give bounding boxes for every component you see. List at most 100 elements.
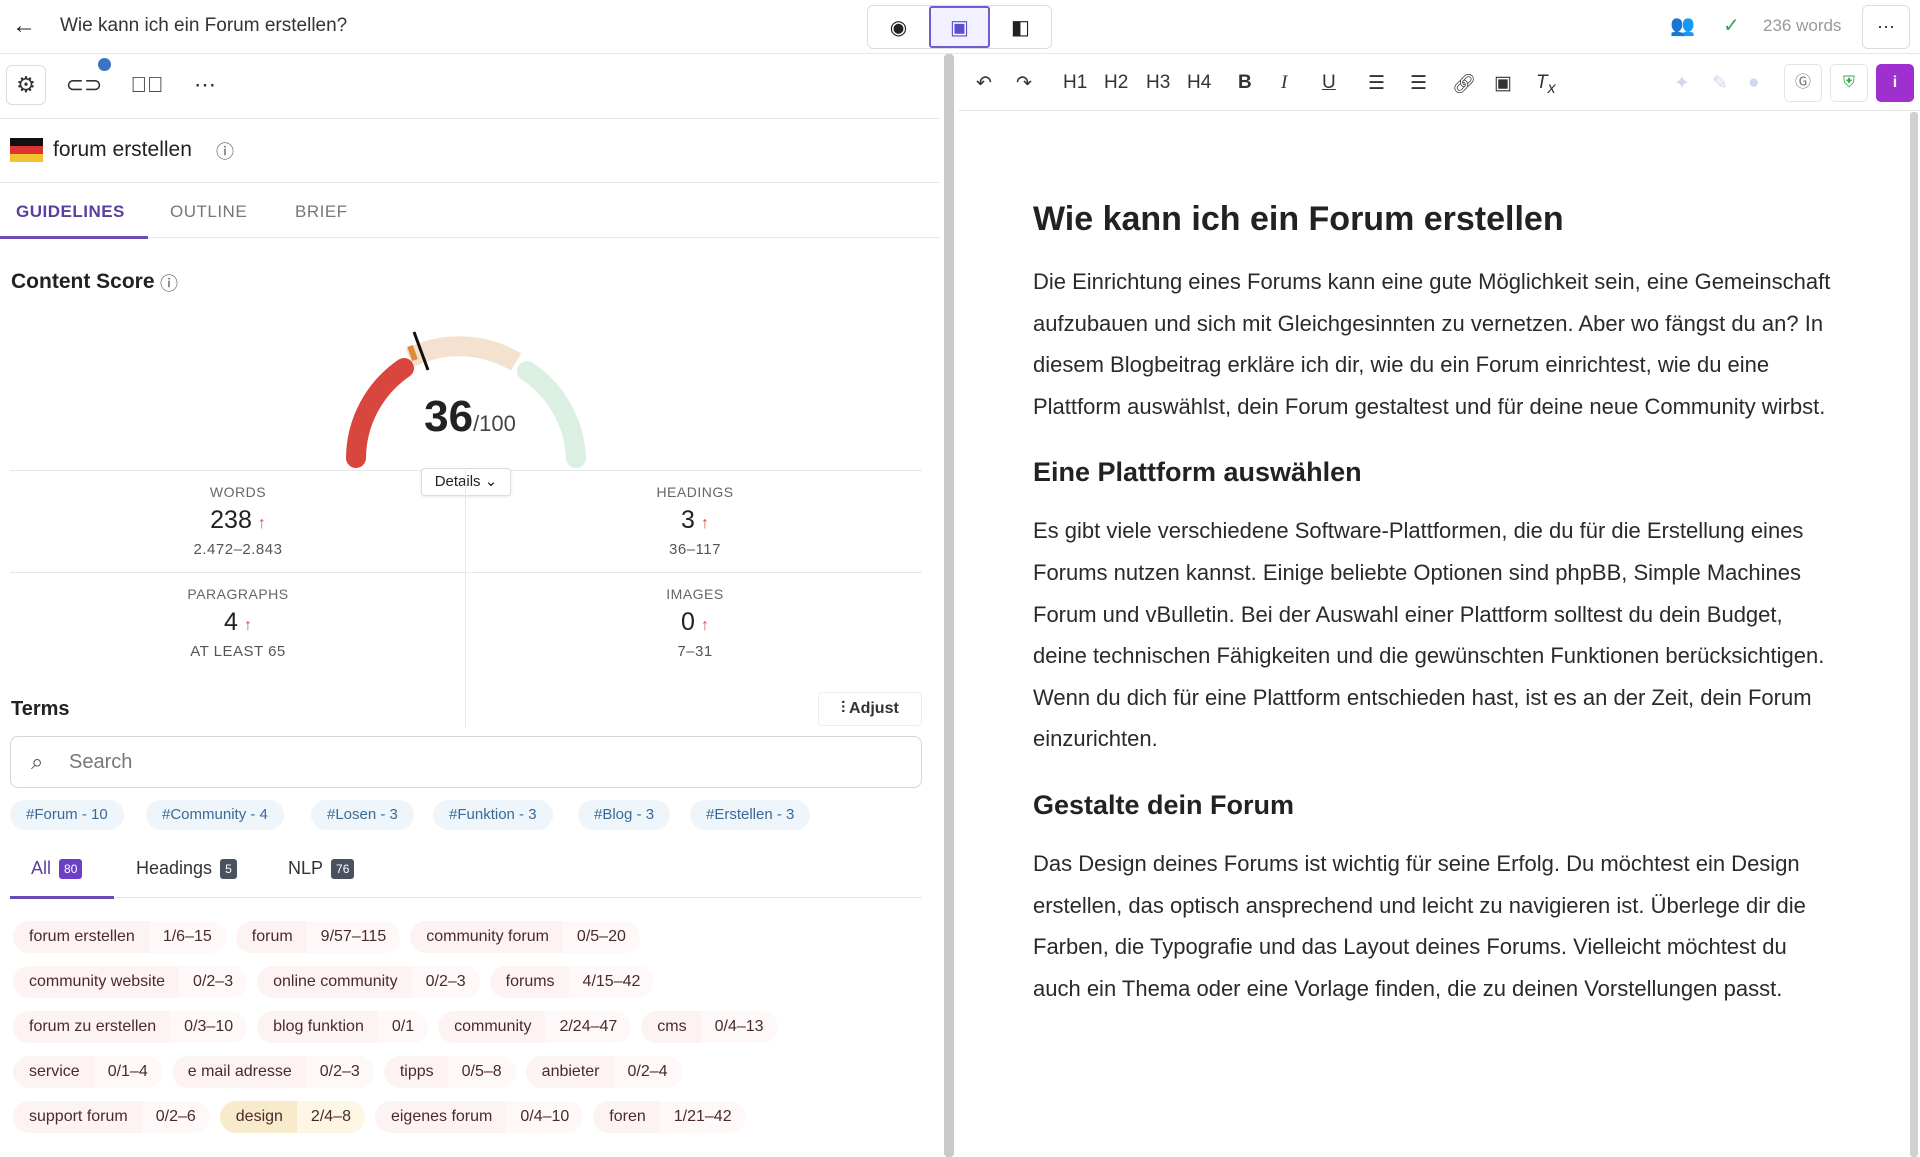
- stat-label: WORDS: [209, 484, 267, 500]
- term-chip[interactable]: online community 0/2–3: [257, 966, 480, 998]
- details-dropdown[interactable]: Details ⌄: [421, 468, 511, 496]
- term-label: blog funktion: [273, 1018, 364, 1035]
- clear-format-icon[interactable]: Tx: [1536, 72, 1556, 97]
- pen-icon[interactable]: ✎: [1712, 73, 1728, 94]
- term-chip[interactable]: tipps 0/5–8: [383, 1056, 516, 1088]
- link-icon[interactable]: 🔗︎: [1452, 74, 1477, 95]
- check-circle-icon[interactable]: ✓⃝: [130, 72, 164, 97]
- grammarly-icon[interactable]: Ⓖ: [1784, 64, 1822, 102]
- tab-outline[interactable]: OUTLINE: [170, 202, 248, 221]
- italic-icon[interactable]: I: [1281, 72, 1288, 93]
- document-content[interactable]: Wie kann ich ein Forum erstellen Die Ein…: [1033, 200, 1833, 1009]
- hashtag-chip[interactable]: #Forum - 10: [10, 800, 124, 830]
- shield-check-icon[interactable]: ⛨: [1830, 64, 1868, 102]
- stat-range: AT LEAST 65: [190, 643, 286, 660]
- term-chip[interactable]: blog funktion 0/1: [257, 1011, 429, 1043]
- adjust-button[interactable]: ⫶ Adjust: [818, 692, 922, 726]
- term-chip[interactable]: cms 0/4–13: [641, 1011, 778, 1043]
- heading-1-button[interactable]: H1: [1063, 72, 1088, 93]
- guidelines-view-icon[interactable]: ▣: [929, 6, 990, 48]
- undo-icon[interactable]: ↶: [976, 73, 992, 94]
- emoji-icon[interactable]: ●: [1748, 72, 1760, 93]
- term-chip[interactable]: eigenes forum 0/4–10: [374, 1101, 584, 1133]
- ordered-list-icon[interactable]: ☰: [1368, 73, 1386, 94]
- term-label: online community: [273, 973, 398, 990]
- hashtag-chip[interactable]: #Funktion - 3: [433, 800, 553, 830]
- underline-icon[interactable]: U: [1322, 72, 1336, 93]
- term-chip-row: community website 0/2–3 online community 0/…: [13, 966, 933, 998]
- tab-guidelines[interactable]: GUIDELINES: [16, 202, 125, 221]
- link-icon[interactable]: ⊂⊃: [65, 72, 103, 97]
- content-score-gauge: [346, 331, 586, 468]
- term-chip[interactable]: forums 4/15–42: [489, 966, 655, 998]
- term-count: 1/6–15: [148, 921, 226, 953]
- subtab-headings[interactable]: Headings 5: [136, 858, 237, 879]
- count-badge: 76: [331, 858, 355, 879]
- term-label: e mail adresse: [187, 1063, 292, 1080]
- german-flag-icon: [10, 138, 43, 162]
- bullet-list-icon[interactable]: ☰: [1410, 73, 1428, 94]
- settings-gear-icon[interactable]: ⚙: [6, 65, 46, 105]
- arrow-up-icon: ↑: [257, 515, 266, 532]
- arrow-up-icon: ↑: [243, 617, 252, 634]
- term-chip[interactable]: community forum 0/5–20: [410, 921, 640, 953]
- heading-4-button[interactable]: H4: [1187, 72, 1212, 93]
- subtab-nlp[interactable]: NLP 76: [288, 858, 355, 879]
- heading-3-button[interactable]: H3: [1146, 72, 1171, 93]
- terms-search-input[interactable]: ⌕ Search: [10, 736, 922, 788]
- term-chip[interactable]: community 2/24–47: [438, 1011, 632, 1043]
- term-chip[interactable]: community website 0/2–3: [13, 966, 248, 998]
- term-count: 0/4–10: [506, 1101, 584, 1133]
- content-score-info-icon[interactable]: ⓘ: [160, 274, 178, 294]
- stat-value: 4: [224, 608, 238, 636]
- more-circle-icon[interactable]: ⋯: [194, 72, 216, 97]
- ai-sparkle-icon[interactable]: ✦: [1674, 73, 1690, 94]
- term-count: 0/1: [377, 1011, 429, 1043]
- term-count: 9/57–115: [306, 921, 401, 953]
- hashtag-chip[interactable]: #Losen - 3: [311, 800, 414, 830]
- editor-panel: ↶ ↷ H1 H2 H3 H4 B I U ☰ ☰ 🔗︎ ▣ Tx ✦ ✎ ● …: [958, 54, 1920, 1157]
- term-chip-row: support forum 0/2–6 design 2/4–8 eigenes for…: [13, 1101, 933, 1133]
- hashtag-chip[interactable]: #Blog - 3: [578, 800, 671, 830]
- term-count: 1/21–42: [659, 1101, 746, 1133]
- term-chip[interactable]: foren 1/21–42: [593, 1101, 746, 1133]
- image-icon[interactable]: ▣: [1494, 73, 1512, 94]
- score-max: /100: [473, 411, 516, 436]
- sidebar-layout-icon[interactable]: ◧: [1011, 16, 1030, 39]
- hashtag-chip[interactable]: #Community - 4: [146, 800, 284, 830]
- hashtag-chip[interactable]: #Erstellen - 3: [690, 800, 811, 830]
- term-chip[interactable]: anbieter 0/2–4: [525, 1056, 682, 1088]
- more-menu-button[interactable]: ···: [1862, 5, 1910, 49]
- editor-scrollbar[interactable]: [1910, 112, 1918, 1157]
- term-count: 0/2–3: [305, 1056, 374, 1088]
- heading-2-button[interactable]: H2: [1104, 72, 1129, 93]
- info-icon[interactable]: ⓘ: [216, 142, 234, 162]
- term-count: 0/2–4: [613, 1056, 682, 1088]
- subtab-all[interactable]: All 80: [31, 858, 83, 879]
- notification-dot: [98, 58, 111, 71]
- target-keyword: forum erstellen: [53, 138, 192, 161]
- term-count: 0/2–3: [411, 966, 480, 998]
- tab-brief[interactable]: BRIEF: [295, 202, 348, 221]
- term-chip[interactable]: service 0/1–4: [13, 1056, 162, 1088]
- info-button[interactable]: i: [1876, 64, 1914, 102]
- collaborators-icon[interactable]: 👥: [1670, 15, 1695, 37]
- count-badge: 5: [220, 858, 237, 879]
- bold-icon[interactable]: B: [1238, 72, 1252, 93]
- arrow-up-icon: ↑: [700, 617, 709, 634]
- term-chip[interactable]: forum zu erstellen 0/3–10: [13, 1011, 248, 1043]
- back-arrow-icon[interactable]: ←: [12, 12, 36, 39]
- term-chip[interactable]: forum 9/57–115: [235, 921, 401, 953]
- stat-value: 3: [681, 506, 695, 534]
- stat-value: 238: [210, 506, 252, 534]
- preview-eye-icon[interactable]: ◉: [889, 16, 908, 39]
- term-chip[interactable]: support forum 0/2–6: [13, 1101, 210, 1133]
- gauge-orange-segment: [405, 336, 522, 371]
- redo-icon[interactable]: ↷: [1016, 73, 1032, 94]
- term-chip[interactable]: forum erstellen 1/6–15: [13, 921, 226, 953]
- panel-resize-handle[interactable]: [944, 54, 954, 1157]
- term-chip[interactable]: e mail adresse 0/2–3: [171, 1056, 374, 1088]
- guidelines-panel: ⚙ ⊂⊃ ✓⃝ ⋯ forum erstellen ⓘ GUIDELINES O…: [0, 54, 940, 1157]
- term-chip[interactable]: design 2/4–8: [219, 1101, 365, 1133]
- subtab-label: Headings: [136, 858, 213, 878]
